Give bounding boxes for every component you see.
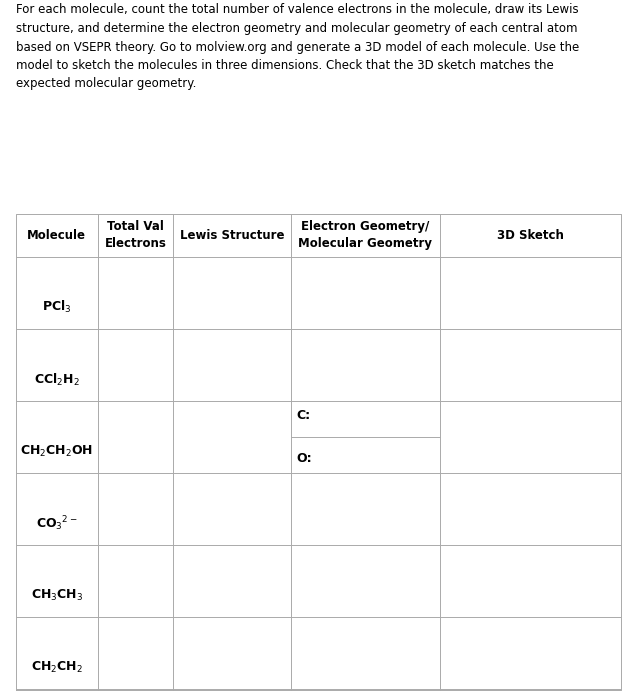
Text: CH$_3$CH$_3$: CH$_3$CH$_3$: [31, 588, 83, 603]
Text: CCl$_2$H$_2$: CCl$_2$H$_2$: [34, 372, 80, 388]
Text: Lewis Structure: Lewis Structure: [180, 229, 285, 241]
Text: CO$_3$$^{2-}$: CO$_3$$^{2-}$: [36, 514, 78, 533]
Text: 3D Sketch: 3D Sketch: [497, 229, 564, 241]
Text: PCl$_3$: PCl$_3$: [42, 300, 71, 316]
Text: C:: C:: [296, 409, 310, 422]
Text: CH$_2$CH$_2$OH: CH$_2$CH$_2$OH: [20, 444, 94, 459]
Text: O:: O:: [296, 452, 312, 466]
Text: For each molecule, count the total number of valence electrons in the molecule, : For each molecule, count the total numbe…: [16, 4, 579, 90]
Text: CH$_2$CH$_2$: CH$_2$CH$_2$: [31, 660, 83, 675]
Text: Molecule: Molecule: [27, 229, 86, 241]
Text: Total Val
Electrons: Total Val Electrons: [104, 220, 166, 250]
Text: Electron Geometry/
Molecular Geometry: Electron Geometry/ Molecular Geometry: [298, 220, 433, 250]
